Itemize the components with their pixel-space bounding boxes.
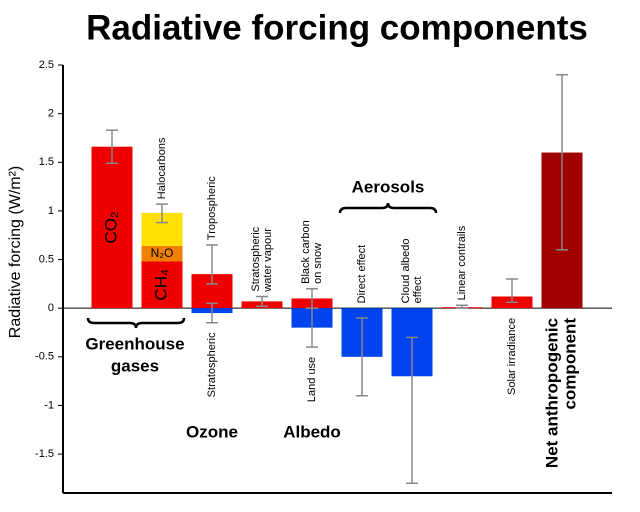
segment-label: Halocarbons	[156, 137, 168, 199]
error-bar	[356, 317, 368, 397]
segment-label: CH₄	[151, 269, 170, 301]
segment-label: Linear contrails	[456, 225, 468, 300]
y-tick-label: 2	[48, 108, 54, 120]
segment-label: Black carbon	[300, 220, 312, 284]
segment-label: Cloud albedo	[400, 238, 412, 303]
error-bar	[406, 336, 418, 485]
y-tick-label: 1.5	[39, 156, 54, 168]
brace	[338, 202, 438, 214]
segment-label: component	[560, 318, 579, 410]
y-tick-label: -0.5	[35, 351, 54, 363]
y-axis-label: Radiative forcing (W/m²)	[7, 166, 24, 338]
error-bar	[256, 295, 268, 307]
segment-label: Land use	[306, 357, 318, 402]
y-tick-label: 0	[48, 302, 54, 314]
segment-label: Stratospheric	[250, 226, 262, 291]
group-label: gases	[111, 356, 159, 375]
group-label: Albedo	[283, 422, 341, 441]
segment-label: Net anthropogenic	[542, 318, 561, 468]
error-bar	[206, 302, 218, 324]
y-tick-label: 1	[48, 205, 54, 217]
segment-label: Tropospheric	[206, 176, 218, 240]
y-tick-label: -1.5	[35, 448, 54, 460]
group-label: Ozone	[186, 422, 238, 441]
brace	[86, 317, 186, 329]
chart-title: Radiative forcing components	[86, 8, 588, 47]
y-tick-label: 0.5	[39, 253, 54, 265]
error-bar	[306, 307, 318, 348]
segment-label: water vapour	[262, 228, 274, 293]
segment-label: Stratospheric	[206, 332, 218, 397]
segment-label: N₂O	[151, 246, 174, 260]
segment-label: Direct effect	[356, 245, 368, 304]
group-label: Greenhouse	[85, 334, 184, 353]
error-bar	[456, 304, 468, 309]
group-label: Aerosols	[352, 177, 425, 196]
bar-segment	[141, 245, 183, 262]
error-bar	[206, 244, 218, 285]
y-tick-label: -1	[44, 399, 54, 411]
y-tick-label: 2.5	[39, 59, 54, 71]
error-bar	[556, 73, 568, 251]
segment-label: on snow	[312, 243, 324, 284]
segment-label: effect	[412, 277, 424, 304]
segment-label: CO₂	[101, 211, 120, 243]
error-bar	[506, 278, 518, 304]
bar-segment	[141, 261, 183, 309]
error-bar	[156, 203, 168, 224]
error-bar	[106, 129, 118, 164]
segment-label: Solar irradiance	[506, 318, 518, 395]
bar-segment	[91, 146, 133, 309]
